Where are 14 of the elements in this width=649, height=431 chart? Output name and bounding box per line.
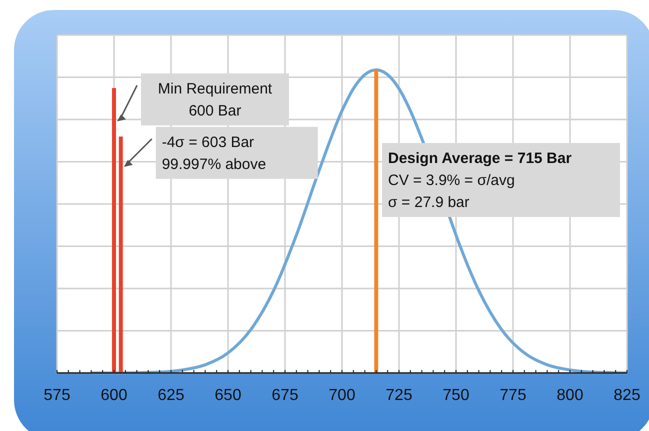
annotation: Min Requirement 600 Bar xyxy=(158,80,273,120)
x-tick-label: 700 xyxy=(328,387,356,404)
x-tick-label: 775 xyxy=(500,387,526,404)
annotation: Design Average = 715 Bar CV = 3.9% = σ/avg σ = 27.9 bar xyxy=(388,150,572,211)
x-tick-label: 675 xyxy=(272,387,298,404)
x-tick-label: 650 xyxy=(214,387,242,404)
x-tick-label: 750 xyxy=(442,387,470,404)
annotation: -4σ = 603 Bar 99.997% above xyxy=(162,134,266,173)
x-tick-label: 575 xyxy=(44,387,70,404)
x-tick-label: 825 xyxy=(614,387,640,404)
x-tick-label: 800 xyxy=(556,387,584,404)
x-tick-label: 725 xyxy=(386,387,412,404)
x-tick-label: 600 xyxy=(100,387,128,404)
x-tick-label: 625 xyxy=(158,387,184,404)
